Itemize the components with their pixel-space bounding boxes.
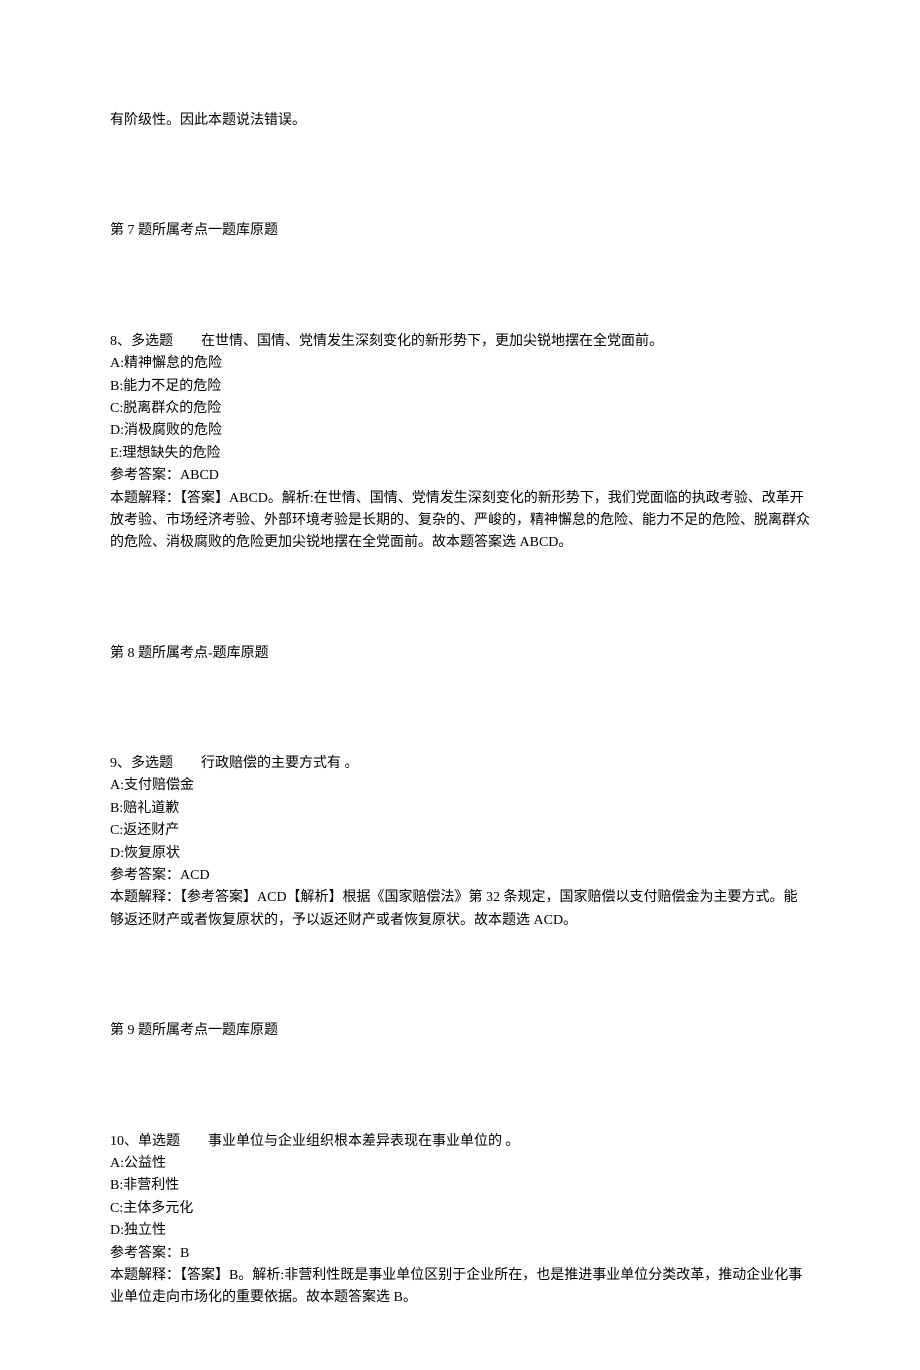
- spacer: [110, 555, 810, 643]
- q8-reference: 第 8 题所属考点-题库原题: [110, 643, 810, 665]
- q10-option-d: D:独立性: [110, 1220, 810, 1242]
- question-9: 9、多选题 行政赔偿的主要方式有 。 A:支付赔偿金 B:赔礼道歉 C:返还财产…: [110, 753, 810, 932]
- spacer: [110, 1043, 810, 1131]
- q9-reference: 第 9 题所属考点一题库原题: [110, 1020, 810, 1042]
- q10-option-b: B:非营利性: [110, 1175, 810, 1197]
- q8-option-d: D:消极腐败的危险: [110, 420, 810, 442]
- q8-answer: 参考答案：ABCD: [110, 465, 810, 487]
- q9-option-b: B:赔礼道歉: [110, 798, 810, 820]
- spacer: [110, 932, 810, 1020]
- q8-option-c: C:脱离群众的危险: [110, 398, 810, 420]
- q9-explanation: 本题解释：【参考答案】ACD【解析】根据《国家赔偿法》第 32 条规定，国家赔偿…: [110, 887, 810, 932]
- q9-answer: 参考答案：ACD: [110, 865, 810, 887]
- q9-stem: 9、多选题 行政赔偿的主要方式有 。: [110, 753, 810, 775]
- q10-option-a: A:公益性: [110, 1153, 810, 1175]
- q8-option-e: E:理想缺失的危险: [110, 443, 810, 465]
- q8-option-a: A:精神懈怠的危险: [110, 353, 810, 375]
- spacer: [110, 665, 810, 753]
- q9-option-a: A:支付赔偿金: [110, 775, 810, 797]
- q10-stem: 10、单选题 事业单位与企业组织根本差异表现在事业单位的 。: [110, 1131, 810, 1153]
- q7-reference: 第 7 题所属考点一题库原题: [110, 220, 810, 242]
- q10-option-c: C:主体多元化: [110, 1198, 810, 1220]
- spacer: [110, 132, 810, 220]
- q9-option-d: D:恢复原状: [110, 843, 810, 865]
- q10-explanation: 本题解释：【答案】B。解析:非营利性既是事业单位区别于企业所在，也是推进事业单位…: [110, 1265, 810, 1310]
- q9-option-c: C:返还财产: [110, 820, 810, 842]
- intro-text: 有阶级性。因此本题说法错误。: [110, 110, 810, 132]
- question-10: 10、单选题 事业单位与企业组织根本差异表现在事业单位的 。 A:公益性 B:非…: [110, 1131, 810, 1310]
- question-8: 8、多选题 在世情、国情、党情发生深刻变化的新形势下，更加尖锐地摆在全党面前。 …: [110, 331, 810, 555]
- q8-stem: 8、多选题 在世情、国情、党情发生深刻变化的新形势下，更加尖锐地摆在全党面前。: [110, 331, 810, 353]
- q10-answer: 参考答案：B: [110, 1243, 810, 1265]
- spacer: [110, 243, 810, 331]
- q8-explanation: 本题解释：【答案】ABCD。解析:在世情、国情、党情发生深刻变化的新形势下，我们…: [110, 488, 810, 555]
- q8-option-b: B:能力不足的危险: [110, 376, 810, 398]
